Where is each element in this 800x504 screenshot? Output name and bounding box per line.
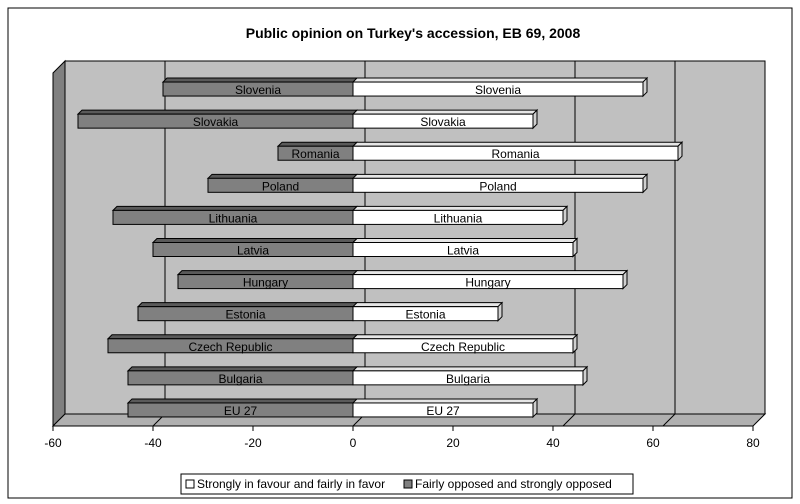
legend-label-opposed: Fairly opposed and strongly opposed bbox=[415, 477, 612, 491]
bar-opposed-label: Slovakia bbox=[193, 115, 239, 129]
bar-favour-side bbox=[572, 237, 578, 258]
bar-favour-top bbox=[351, 302, 504, 308]
bar-opposed-label: Poland bbox=[262, 179, 299, 193]
bar-favour-side bbox=[532, 397, 538, 419]
x-tick-label: 0 bbox=[350, 436, 357, 450]
bar-opposed-top bbox=[126, 398, 359, 404]
bar-favour bbox=[352, 81, 644, 97]
x-tick-label: -20 bbox=[244, 436, 262, 450]
bar-favour-label: Czech Republic bbox=[421, 340, 505, 354]
bar-favour-side bbox=[497, 301, 503, 322]
x-tick-label: -60 bbox=[44, 436, 62, 450]
bar-opposed-label: Lithuania bbox=[209, 211, 258, 225]
bar-favour bbox=[352, 338, 574, 354]
bar-opposed-label: Czech Republic bbox=[188, 340, 272, 354]
bar-favour bbox=[352, 274, 624, 290]
bar-opposed-label: Slovenia bbox=[235, 83, 281, 97]
bar-favour-side bbox=[622, 269, 628, 290]
bar-favour bbox=[352, 306, 499, 322]
bar-opposed-label: EU 27 bbox=[224, 404, 258, 418]
bar-opposed-top bbox=[106, 334, 359, 340]
chart-title: Public opinion on Turkey's accession, EB… bbox=[246, 25, 581, 41]
bar-favour-side bbox=[677, 141, 683, 162]
bar-opposed-label: Romania bbox=[291, 147, 339, 161]
legend-label-favour: Strongly in favour and fairly in favor bbox=[197, 477, 385, 491]
bar-favour-label: Poland bbox=[479, 179, 516, 193]
bar-favour-side bbox=[532, 108, 538, 130]
gridline-floor bbox=[562, 413, 576, 427]
bar-favour-side bbox=[572, 333, 578, 354]
bar-favour-label: Bulgaria bbox=[446, 372, 490, 386]
bar-favour-label: Latvia bbox=[447, 244, 479, 258]
bar-favour bbox=[352, 402, 534, 418]
bar-favour-top bbox=[351, 270, 629, 276]
bar-favour-label: Romania bbox=[491, 147, 539, 161]
bar-favour-top bbox=[351, 141, 684, 147]
bar-opposed-label: Bulgaria bbox=[218, 372, 262, 386]
bar-opposed-top bbox=[151, 238, 359, 243]
x-tick-label: 60 bbox=[646, 436, 660, 450]
bar-favour-side bbox=[562, 205, 568, 226]
bar-opposed-label: Hungary bbox=[243, 276, 288, 290]
legend: Strongly in favour and fairly in favor F… bbox=[180, 473, 634, 495]
bar-opposed-top bbox=[76, 109, 359, 115]
bar-favour-label: Slovakia bbox=[420, 115, 466, 129]
bar-favour bbox=[352, 145, 679, 161]
x-tick-label: -40 bbox=[144, 436, 162, 450]
bar-favour bbox=[352, 113, 534, 129]
plot-side-wall bbox=[52, 59, 66, 428]
bar-favour-top bbox=[351, 173, 649, 179]
gridline-floor bbox=[662, 413, 676, 427]
bar-favour bbox=[352, 177, 644, 193]
bar-opposed-top bbox=[136, 302, 359, 308]
bar-opposed-top bbox=[206, 173, 359, 179]
x-tick-label: 80 bbox=[746, 436, 760, 450]
bar-favour-label: Slovenia bbox=[475, 83, 521, 97]
bar-favour bbox=[352, 370, 584, 386]
bar-favour-top bbox=[351, 77, 649, 83]
bar-opposed-label: Latvia bbox=[237, 244, 269, 258]
bar-opposed-top bbox=[176, 270, 359, 276]
bar-favour-label: Hungary bbox=[465, 276, 510, 290]
x-tick-label: 20 bbox=[446, 436, 460, 450]
bar-opposed-label: Estonia bbox=[225, 308, 265, 322]
bar-opposed-top bbox=[276, 141, 359, 147]
bar-opposed-top bbox=[126, 366, 359, 372]
bar-favour-top bbox=[351, 366, 589, 372]
x-tick-label: 40 bbox=[546, 436, 560, 450]
bar-opposed-top bbox=[111, 205, 359, 211]
bar-favour-label: Lithuania bbox=[434, 211, 483, 225]
bar-favour-top bbox=[351, 238, 579, 243]
bar-favour bbox=[352, 242, 574, 257]
bar-favour-label: Estonia bbox=[405, 308, 445, 322]
legend-swatch-opposed bbox=[403, 479, 413, 489]
bar-favour-side bbox=[582, 365, 588, 387]
bar-favour-side bbox=[642, 173, 648, 194]
bar-favour-top bbox=[351, 205, 569, 211]
legend-swatch-favour bbox=[185, 479, 195, 489]
bar-favour-top bbox=[351, 109, 539, 115]
bar-favour bbox=[352, 209, 564, 225]
bar-opposed-top bbox=[161, 77, 359, 83]
bar-favour-side bbox=[642, 76, 648, 98]
bar-favour-label: EU 27 bbox=[426, 404, 460, 418]
bar-favour-top bbox=[351, 398, 539, 404]
plot-area: -60 -40 -20 0 20 40 60 80 Slovenia Slovenia Slovak… bbox=[44, 59, 767, 450]
bar-favour-top bbox=[351, 334, 579, 340]
